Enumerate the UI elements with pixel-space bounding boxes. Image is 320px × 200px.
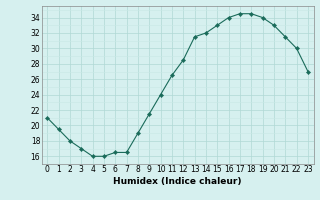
X-axis label: Humidex (Indice chaleur): Humidex (Indice chaleur) — [113, 177, 242, 186]
